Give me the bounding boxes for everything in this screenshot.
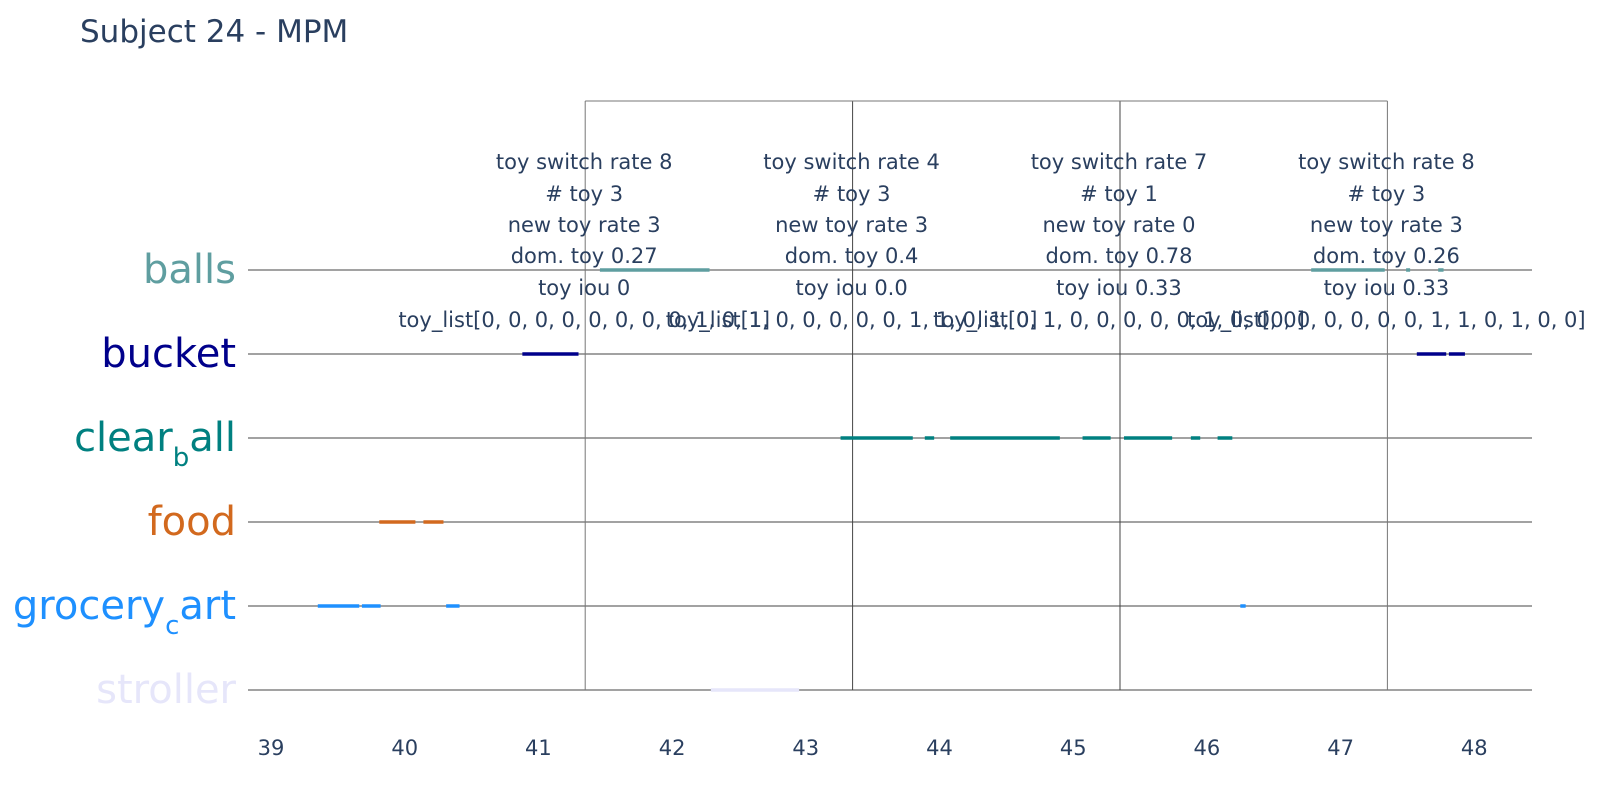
ylabel-grocery_cart: grocerycart [13,583,236,641]
window-2-annotation: # toy 3 [813,182,891,206]
window-4-annotation: toy iou 0.33 [1324,276,1450,300]
toy-segment-layer [317,268,1465,692]
x-tick-label: 46 [1194,736,1221,760]
window-3-annotation: toy_list[0, 1, 0, 0, 0, 0, 0, 1, 0, 0, 0… [933,308,1305,333]
x-tick-layer: 39 40 41 42 43 44 45 46 47 48 [258,736,1488,760]
ylabel-bucket: bucket [101,331,236,377]
toy-label-layer: balls bucket clearball food grocerycart strol… [13,247,237,713]
window-2-annotation: toy_list[1, 0, 0, 0, 0, 0, 1, 1, 0, 1, 0… [666,308,1038,333]
window-3-annotation: # toy 1 [1080,182,1158,206]
x-tick-label: 40 [391,736,418,760]
window-1-annotation: toy_list[0, 0, 0, 0, 0, 0, 0, 0, 1, 0, 1… [398,308,770,333]
window-3-annotation: dom. toy 0.78 [1046,244,1193,268]
window-2-annotation: toy iou 0.0 [795,276,907,300]
window-4-annotation: toy_list[0, 0, 0, 0, 0, 0, 1, 1, 0, 1, 0… [1187,308,1585,333]
window-3-annotation: toy iou 0.33 [1056,276,1182,300]
x-tick-label: 48 [1461,736,1488,760]
window-2-annotation: new toy rate 3 [775,213,928,237]
ylabel-stroller: stroller [96,667,236,713]
window-1-annotation: toy switch rate 8 [496,150,673,174]
ylabel-balls: balls [143,247,236,293]
x-tick-label: 41 [525,736,552,760]
window-boundary-layer [584,100,1388,690]
grid-layer [248,269,1532,691]
ylabel-clear_ball: clearball [74,415,236,473]
window-3-annotation: new toy rate 0 [1043,213,1196,237]
x-tick-label: 44 [926,736,953,760]
window-annotation-layer: toy switch rate 8 # toy 3 new toy rate 3 do… [398,150,1585,333]
window-2-annotation: dom. toy 0.4 [785,244,919,268]
chart-title: Subject 24 - MPM [80,14,349,50]
window-2-annotation: toy switch rate 4 [763,150,940,174]
x-tick-label: 42 [659,736,686,760]
window-1-annotation: new toy rate 3 [508,213,661,237]
window-1-annotation: toy iou 0 [538,276,630,300]
x-tick-label: 39 [258,736,285,760]
window-4-annotation: dom. toy 0.26 [1313,244,1460,268]
window-1-annotation: dom. toy 0.27 [511,244,658,268]
ylabel-food: food [148,499,236,545]
window-1-annotation: # toy 3 [545,182,623,206]
x-tick-label: 45 [1060,736,1087,760]
x-tick-label: 43 [792,736,819,760]
window-3-annotation: toy switch rate 7 [1031,150,1208,174]
window-4-annotation: new toy rate 3 [1310,213,1463,237]
window-4-annotation: # toy 3 [1347,182,1425,206]
window-4-annotation: toy switch rate 8 [1298,150,1475,174]
x-tick-label: 47 [1327,736,1354,760]
